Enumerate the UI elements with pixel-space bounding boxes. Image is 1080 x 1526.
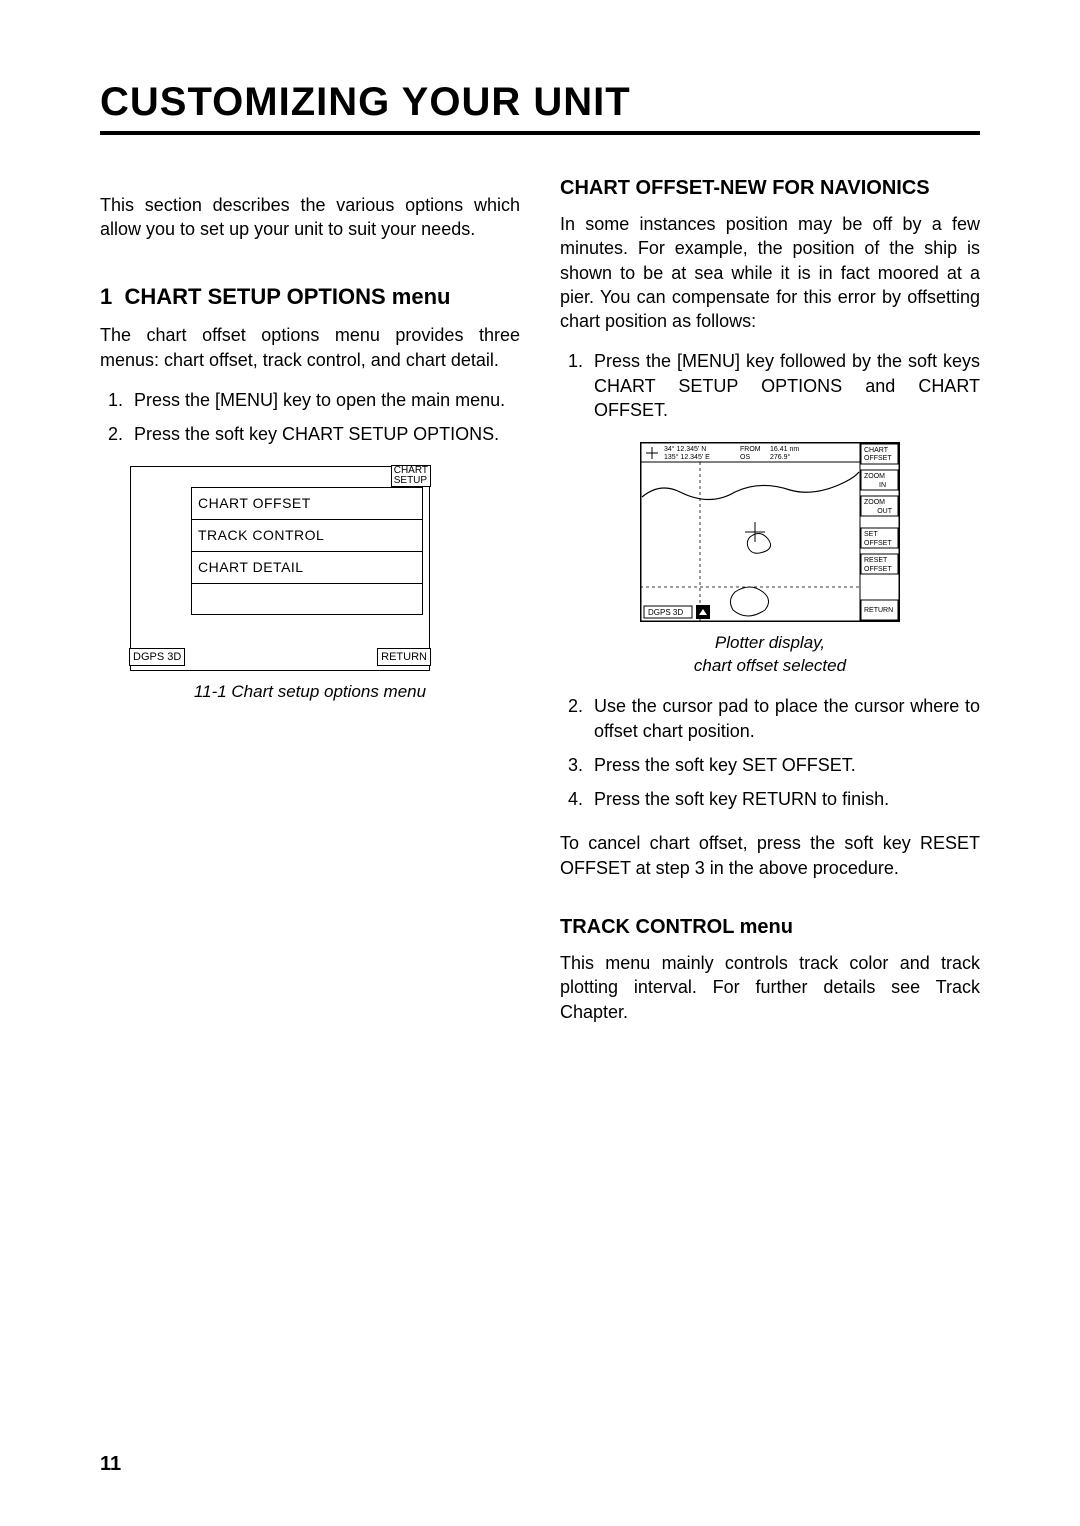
chart-setup-paragraph: The chart offset options menu provides t… — [100, 323, 520, 372]
badge-line2: SETUP — [394, 475, 427, 486]
intro-paragraph: This section describes the various optio… — [100, 193, 520, 242]
hdr-brg: 276.9° — [770, 453, 791, 461]
figure1-caption: 11-1 Chart setup options menu — [100, 681, 520, 704]
chart-offset-steps-cont: Use the cursor pad to place the cursor w… — [560, 694, 980, 811]
svg-text:SET: SET — [864, 531, 878, 538]
svg-text:ZOOM: ZOOM — [864, 473, 885, 480]
svg-text:OFFSET: OFFSET — [864, 566, 892, 573]
cancel-offset-paragraph: To cancel chart offset, press the soft k… — [560, 831, 980, 880]
figure-chart-setup-menu: CHART SETUP CHART OFFSET TRACK CONTROL C… — [130, 466, 430, 671]
list-item: Use the cursor pad to place the cursor w… — [588, 694, 980, 743]
figure2-caption: Plotter display, chart offset selected — [560, 632, 980, 678]
svg-text:OFFSET: OFFSET — [864, 455, 892, 462]
fig2-dgps: DGPS 3D — [648, 608, 683, 617]
hdr-lat: 34° 12.345' N — [664, 445, 706, 453]
svg-text:OUT: OUT — [877, 508, 893, 515]
svg-text:CHART: CHART — [864, 447, 889, 454]
return-softkey: RETURN — [377, 648, 431, 667]
chart-setup-menu-list: CHART OFFSET TRACK CONTROL CHART DETAIL — [191, 487, 423, 615]
menu-row-chart-detail: CHART DETAIL — [192, 552, 422, 584]
section-heading-chart-setup: 1 CHART SETUP OPTIONS menu — [100, 282, 520, 312]
hdr-from: FROM — [740, 446, 761, 453]
left-column: This section describes the various optio… — [100, 175, 520, 1040]
heading-track-control: TRACK CONTROL menu — [560, 914, 980, 941]
dgps-badge: DGPS 3D — [129, 648, 185, 667]
menu-row-chart-offset: CHART OFFSET — [192, 488, 422, 520]
page-number: 11 — [100, 1453, 121, 1476]
softkey-boxes: CHARTOFFSET ZOOMIN ZOOMOUT SETOFFSET RES… — [861, 444, 898, 620]
chart-offset-steps: Press the [MENU] key followed by the sof… — [560, 349, 980, 422]
section-number: 1 — [100, 284, 112, 309]
list-item: Press the [MENU] key to open the main me… — [128, 388, 520, 412]
page-title: CUSTOMIZING YOUR UNIT — [100, 80, 980, 125]
fig2-caption-line2: chart offset selected — [694, 656, 846, 675]
right-column: CHART OFFSET-NEW FOR NAVIONICS In some i… — [560, 175, 980, 1040]
hdr-os: OS — [740, 454, 750, 461]
chart-setup-steps: Press the [MENU] key to open the main me… — [100, 388, 520, 447]
track-control-paragraph: This menu mainly controls track color an… — [560, 951, 980, 1024]
hdr-lon: 135° 12.345' E — [664, 453, 710, 461]
svg-text:IN: IN — [879, 482, 886, 489]
list-item: Press the soft key RETURN to finish. — [588, 787, 980, 811]
figure-plotter-display: 34° 12.345' N 135° 12.345' E FROM OS 16.… — [640, 442, 900, 622]
section-title: CHART SETUP OPTIONS menu — [124, 284, 450, 309]
heading-chart-offset: CHART OFFSET-NEW FOR NAVIONICS — [560, 175, 980, 202]
list-item: Press the soft key CHART SETUP OPTIONS. — [128, 422, 520, 446]
title-rule — [100, 131, 980, 135]
menu-row-track-control: TRACK CONTROL — [192, 520, 422, 552]
chart-offset-paragraph: In some instances position may be off by… — [560, 212, 980, 333]
svg-text:OFFSET: OFFSET — [864, 540, 892, 547]
hdr-dist: 16.41 nm — [770, 446, 799, 453]
svg-text:RESET: RESET — [864, 557, 888, 564]
list-item: Press the soft key SET OFFSET. — [588, 753, 980, 777]
chart-setup-badge: CHART SETUP — [391, 465, 431, 487]
list-item: Press the [MENU] key followed by the sof… — [588, 349, 980, 422]
svg-text:ZOOM: ZOOM — [864, 499, 885, 506]
svg-text:RETURN: RETURN — [864, 607, 893, 614]
fig2-caption-line1: Plotter display, — [715, 633, 825, 652]
